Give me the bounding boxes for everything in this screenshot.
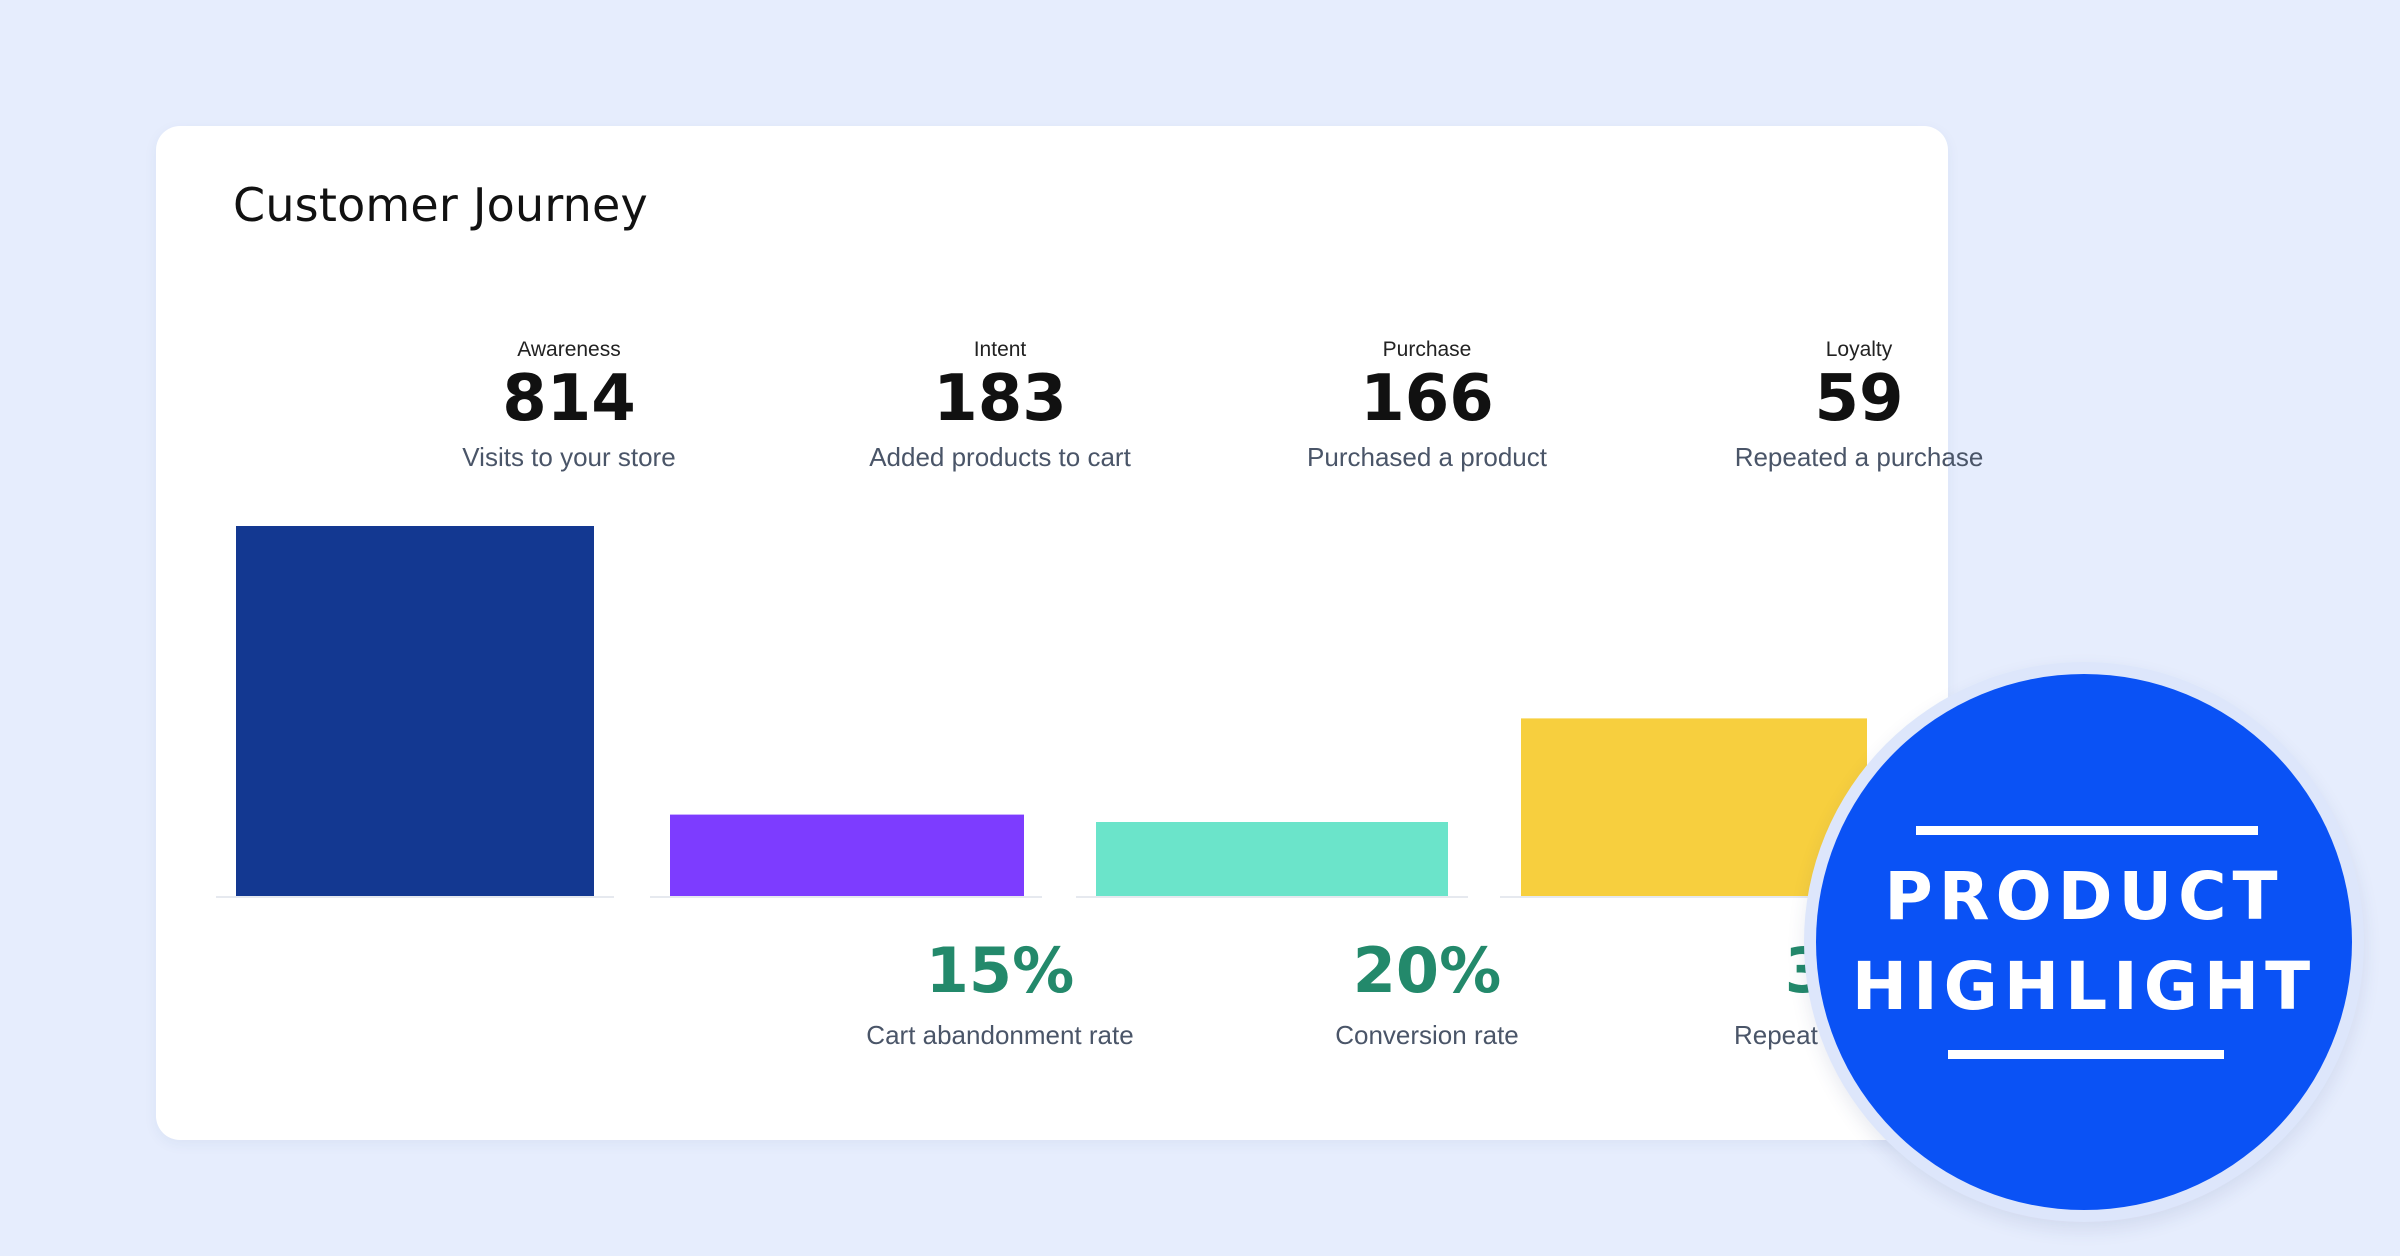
stage-description: Added products to cart — [869, 442, 1131, 472]
stage-value: 166 — [1360, 362, 1494, 436]
rate-label: Conversion rate — [1335, 1020, 1519, 1050]
stage-name: Intent — [973, 338, 1027, 361]
stage-description: Purchased a product — [1307, 442, 1547, 472]
stage-name: Awareness — [517, 338, 621, 361]
rate-value: 15% — [925, 934, 1075, 1007]
stage-value: 59 — [1814, 362, 1904, 436]
badge-bottom-rule — [1948, 1050, 2224, 1059]
badge-line-product: PRODUCT — [1884, 858, 2284, 935]
rate-value: 20% — [1352, 934, 1502, 1007]
stage-description: Visits to your store — [462, 442, 676, 472]
stage-description: Repeated a purchase — [1734, 442, 1984, 472]
stage-value: 814 — [502, 362, 636, 436]
card-title: Customer Journey — [233, 178, 648, 232]
stage-awareness: Awareness 814 Visits to your store — [359, 338, 779, 473]
stage-name: Purchase — [1382, 338, 1472, 361]
customer-journey-card: Customer Journey Awareness 814 Visits to… — [156, 126, 1984, 1140]
stage-intent: Intent 183 Added products to cart — [790, 338, 1210, 473]
stage-purchase: Purchase 166 Purchased a product — [1217, 338, 1637, 473]
stage-value: 183 — [933, 362, 1067, 436]
stage-loyalty: Loyalty 59 Repeated a purchase — [1649, 338, 2069, 473]
rate-cart-abandonment: 15% Cart abandonment rate — [790, 936, 1210, 1051]
bar-awareness — [236, 526, 594, 896]
rate-label: Cart abandonment rate — [866, 1020, 1134, 1050]
rate-conversion: 20% Conversion rate — [1217, 936, 1637, 1051]
bar-loyalty — [1521, 718, 1867, 896]
bar-intent — [670, 814, 1024, 896]
funnel-bar-chart — [216, 526, 1896, 898]
product-highlight-badge: PRODUCT HIGHLIGHT — [1816, 674, 2352, 1210]
bar-purchase — [1096, 822, 1448, 896]
stage-name: Loyalty — [1825, 338, 1893, 361]
badge-line-highlight: HIGHLIGHT — [1851, 948, 2317, 1025]
badge-top-rule — [1916, 826, 2258, 835]
